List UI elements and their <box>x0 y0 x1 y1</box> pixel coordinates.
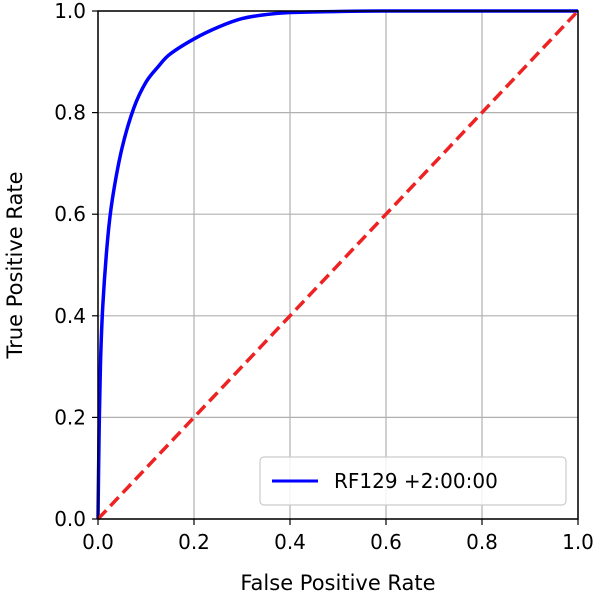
y-tick-label: 0.8 <box>54 101 86 125</box>
legend-box <box>259 456 567 506</box>
y-tick-label: 1.0 <box>54 0 86 23</box>
y-tick-label: 0.4 <box>54 304 86 328</box>
series-layer <box>96 9 580 521</box>
legend-entry-label: RF129 +2:00:00 <box>334 469 498 493</box>
x-tick-label: 0.6 <box>370 530 402 554</box>
x-tick-label: 0.4 <box>274 530 306 554</box>
x-tick-label: 0.0 <box>82 530 114 554</box>
y-tick-label: 0.2 <box>54 405 86 429</box>
x-tick-label: 0.2 <box>178 530 210 554</box>
y-axis-label: True Positive Rate <box>3 171 27 359</box>
diagonal-reference-line <box>96 9 580 521</box>
y-tick-label: 0.6 <box>54 202 86 226</box>
plot-frame <box>97 10 579 520</box>
x-tick-label: 0.8 <box>466 530 498 554</box>
ticks: 0.0 0.2 0.4 0.6 0.8 1.0 0.0 0.2 0.4 0.6 0.8 1.0 <box>54 0 594 554</box>
legend: RF129 +2:00:00 <box>259 456 567 506</box>
x-tick-label: 1.0 <box>562 530 594 554</box>
x-axis-label: False Positive Rate <box>240 571 435 593</box>
y-tick-label: 0.0 <box>54 507 86 531</box>
